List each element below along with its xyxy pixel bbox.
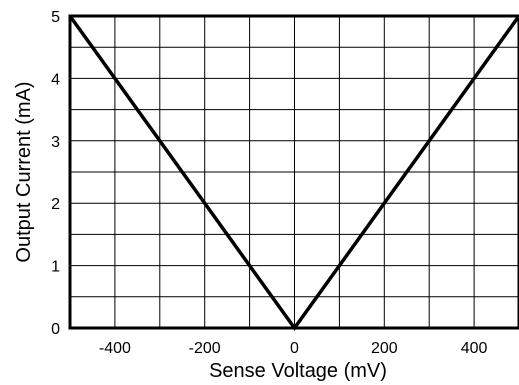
x-tick-label: -200 [189,340,221,357]
y-tick-labels: 0 1 2 3 4 5 [51,9,60,338]
y-tick-label: 4 [51,71,60,88]
x-tick-label: -400 [99,340,131,357]
y-tick-label: 2 [51,196,60,213]
grid [70,16,519,328]
y-axis-title: Output Current (mA) [13,81,35,262]
y-tick-label: 3 [51,134,60,151]
x-tick-label: 400 [461,340,488,357]
x-tick-label: 200 [371,340,398,357]
y-tick-label: 0 [51,321,60,338]
y-tick-label: 1 [51,259,60,276]
x-axis-title: Sense Voltage (mV) [209,360,387,382]
x-tick-labels: -400 -200 0 200 400 [99,340,488,357]
y-tick-label: 5 [51,9,60,26]
x-tick-label: 0 [290,340,299,357]
